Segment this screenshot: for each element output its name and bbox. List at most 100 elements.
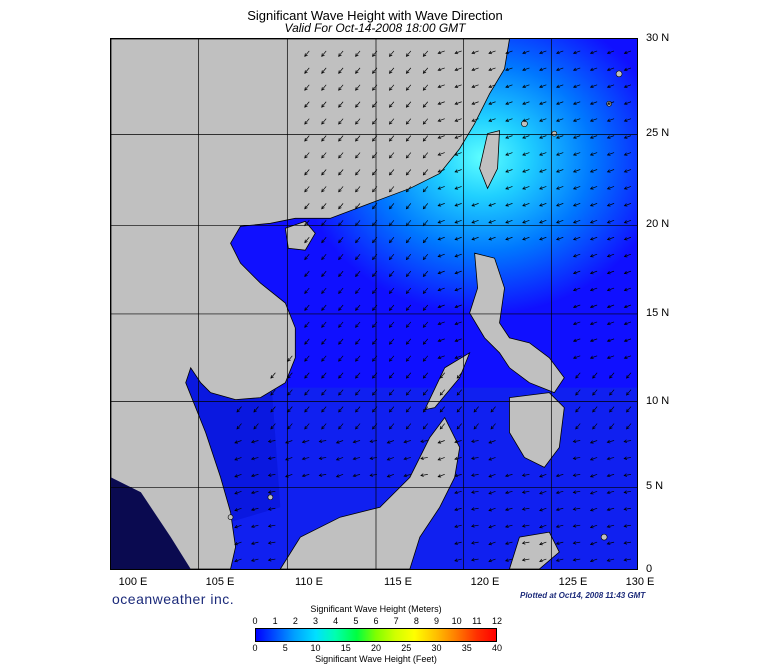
wave-direction-arrowhead <box>422 425 427 430</box>
wave-direction-arrowhead <box>606 67 611 72</box>
wave-direction-arrow <box>624 169 632 173</box>
wave-direction-arrow <box>319 474 327 476</box>
wave-direction-arrow <box>321 186 327 193</box>
wave-direction-arrow <box>607 474 615 477</box>
colorbar-meter-tick: 3 <box>312 616 318 626</box>
plotted-timestamp: Plotted at Oct14, 2008 11:43 GMT <box>520 591 646 600</box>
wave-direction-arrow <box>234 541 242 545</box>
wave-direction-arrowhead <box>355 391 359 396</box>
wave-direction-arrowhead <box>589 541 594 546</box>
wave-direction-arrowhead <box>234 474 238 478</box>
wave-direction-arrow <box>389 372 395 379</box>
wave-direction-arrow <box>539 118 547 122</box>
wave-direction-arrow <box>607 270 615 274</box>
wave-direction-arrow <box>406 152 412 159</box>
wave-direction-arrowhead <box>556 135 560 139</box>
wave-direction-arrow <box>539 236 547 240</box>
wave-direction-arrow <box>607 67 615 71</box>
wave-direction-arrow <box>471 440 479 443</box>
wave-direction-arrowhead <box>386 457 391 461</box>
wave-direction-arrowhead <box>471 490 475 494</box>
wave-direction-arrow <box>389 237 395 243</box>
wave-direction-arrowhead <box>355 341 359 345</box>
wave-direction-arrowhead <box>488 558 492 563</box>
wave-direction-arrow <box>338 270 344 277</box>
wave-direction-arrow <box>454 507 462 511</box>
wave-direction-arrow <box>372 406 378 413</box>
wave-direction-arrowhead <box>505 186 509 190</box>
wave-direction-arrow <box>556 186 564 190</box>
wave-direction-arrow <box>319 440 327 443</box>
wave-direction-arrowhead <box>321 425 325 430</box>
wave-direction-arrowhead <box>539 101 543 105</box>
wave-direction-arrowhead <box>321 137 325 142</box>
wave-direction-arrow <box>438 219 445 224</box>
wave-direction-arrowhead <box>488 118 492 122</box>
wave-direction-arrow <box>454 169 462 173</box>
wave-direction-arrowhead <box>589 118 594 122</box>
wave-direction-arrowhead <box>539 220 543 224</box>
wave-direction-arrow <box>624 457 632 459</box>
wave-direction-arrow <box>423 372 429 379</box>
wave-direction-arrowhead <box>234 508 238 512</box>
wave-direction-arrow <box>304 84 310 91</box>
wave-direction-arrowhead <box>589 186 594 190</box>
wave-direction-arrow <box>590 304 598 308</box>
wave-direction-arrowhead <box>504 473 509 478</box>
wave-direction-arrowhead <box>437 440 442 444</box>
wave-direction-arrow <box>423 118 429 125</box>
wave-direction-arrowhead <box>572 473 577 477</box>
wave-direction-arrow <box>488 440 496 444</box>
wave-direction-arrowhead <box>572 84 577 88</box>
wave-direction-arrow <box>624 50 632 54</box>
wave-direction-arrow <box>406 50 412 57</box>
wave-direction-arrow <box>624 287 632 291</box>
wave-direction-arrow <box>590 203 598 207</box>
wave-direction-arrowhead <box>422 408 427 413</box>
wave-direction-arrowhead <box>338 70 342 74</box>
wave-direction-arrowhead <box>287 425 291 430</box>
wave-direction-arrowhead <box>505 237 509 241</box>
land-borneo <box>279 416 461 569</box>
wave-direction-arrowhead <box>589 270 594 275</box>
wave-direction-arrow <box>556 524 564 528</box>
wave-direction-arrowhead <box>626 375 630 379</box>
colorbar-feet-tick: 5 <box>282 643 288 653</box>
wave-direction-arrow <box>607 236 615 240</box>
wave-direction-arrow <box>607 355 615 359</box>
wave-direction-arrowhead <box>372 358 376 362</box>
wave-direction-arrow <box>488 67 496 71</box>
wave-direction-arrowhead <box>321 358 325 362</box>
wave-direction-arrow <box>423 406 429 413</box>
wave-direction-arrow <box>490 406 496 413</box>
wave-direction-arrowhead <box>606 524 611 528</box>
wave-direction-arrowhead <box>589 474 594 478</box>
wave-direction-arrowhead <box>388 222 393 227</box>
lat-label: 15 N <box>646 307 670 319</box>
lat-label: 0 <box>646 563 653 575</box>
wave-direction-arrow <box>372 321 378 328</box>
lon-label: 120 E <box>470 576 500 588</box>
wave-direction-arrowhead <box>606 152 611 156</box>
wave-direction-arrow <box>522 84 530 88</box>
wave-direction-arrowhead <box>422 188 427 193</box>
wave-direction-arrowhead <box>403 439 408 444</box>
wave-direction-arrowhead <box>437 355 442 359</box>
wave-direction-arrow <box>389 423 395 430</box>
wave-direction-arrowhead <box>338 341 342 345</box>
wave-direction-arrow <box>471 101 479 105</box>
wave-direction-arrowhead <box>522 237 526 241</box>
wave-direction-arrowhead <box>556 50 560 55</box>
wave-direction-arrow <box>556 101 564 105</box>
wave-direction-arrow <box>423 321 429 328</box>
colorbar-feet-tick: 0 <box>252 643 258 653</box>
wave-direction-arrowhead <box>405 171 410 176</box>
wave-direction-arrowhead <box>372 222 376 227</box>
wave-direction-arrowhead <box>437 118 442 122</box>
wave-direction-arrow <box>304 355 310 362</box>
wave-direction-arrowhead <box>388 273 393 278</box>
wave-direction-arrowhead <box>388 408 393 413</box>
wave-direction-arrow <box>624 219 632 224</box>
wave-direction-arrowhead <box>539 525 543 529</box>
wave-direction-arrow <box>338 372 344 379</box>
